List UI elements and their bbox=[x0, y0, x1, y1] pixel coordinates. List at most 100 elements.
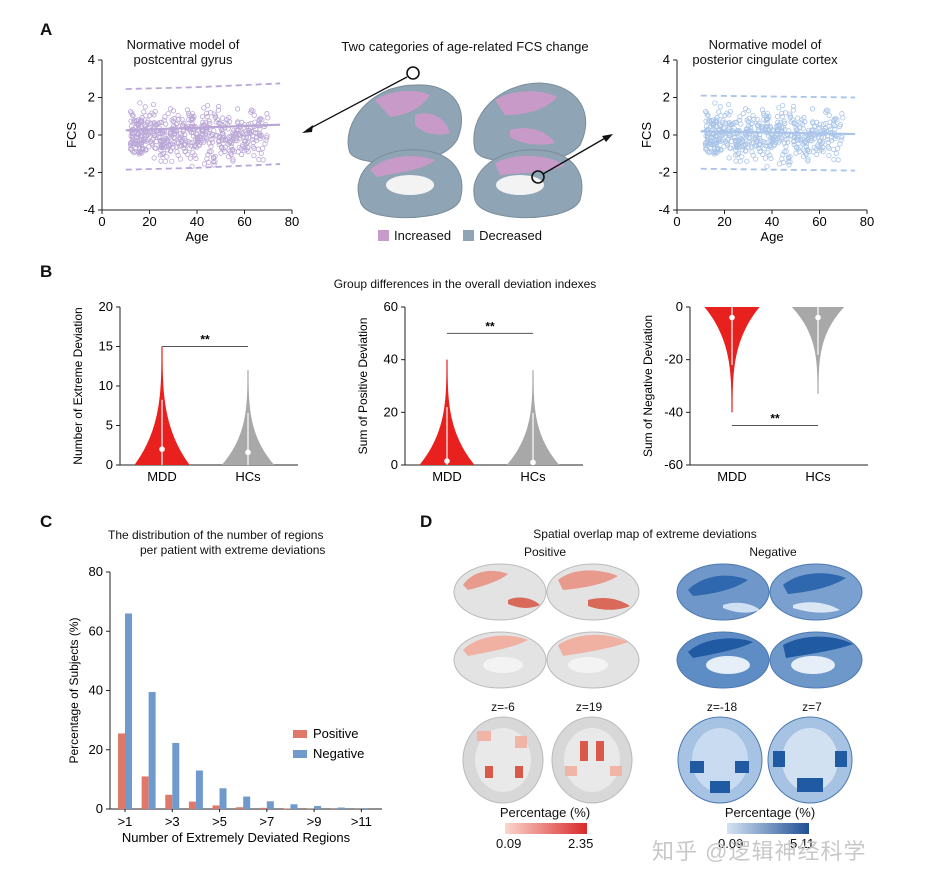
violin-median bbox=[815, 314, 821, 321]
x-tick-label: 60 bbox=[237, 214, 251, 229]
y-axis-label: Percentage of Subjects (%) bbox=[67, 617, 81, 763]
data-point bbox=[187, 155, 193, 161]
data-point bbox=[776, 139, 782, 145]
data-point bbox=[716, 109, 722, 115]
data-point bbox=[236, 131, 242, 137]
watermark: 知乎 @逻辑神经科学 bbox=[652, 839, 867, 864]
data-point bbox=[214, 132, 220, 138]
violin-median bbox=[729, 314, 735, 321]
data-point bbox=[133, 141, 139, 147]
panel-letter-c: C bbox=[40, 512, 53, 531]
positive-right-medial bbox=[546, 631, 640, 689]
data-point bbox=[780, 102, 786, 109]
data-point bbox=[734, 144, 740, 150]
legend-swatch-positive bbox=[293, 730, 307, 738]
y-tick-label: 20 bbox=[384, 404, 398, 419]
negative-label: Negative bbox=[749, 545, 797, 559]
data-point bbox=[737, 158, 743, 164]
neg-colorbar bbox=[727, 823, 809, 834]
data-point bbox=[835, 145, 841, 151]
y-axis-label: FCS bbox=[64, 122, 79, 148]
data-point bbox=[815, 142, 821, 148]
data-point bbox=[802, 119, 808, 125]
data-point bbox=[706, 118, 712, 124]
y-tick-label: 4 bbox=[663, 55, 670, 67]
data-point bbox=[743, 148, 749, 154]
data-point bbox=[251, 112, 257, 118]
data-point bbox=[260, 145, 266, 151]
legend-label-positive: Positive bbox=[313, 726, 359, 741]
data-point bbox=[195, 136, 201, 142]
data-point bbox=[229, 146, 235, 153]
brain-right-lateral bbox=[473, 82, 587, 164]
data-point bbox=[710, 134, 716, 140]
data-point bbox=[727, 124, 733, 130]
data-point bbox=[199, 131, 205, 138]
legend-label-increased: Increased bbox=[394, 227, 452, 243]
negative-right-lateral bbox=[769, 563, 863, 621]
data-point bbox=[178, 138, 185, 144]
data-point bbox=[176, 143, 182, 149]
data-point bbox=[211, 162, 217, 168]
data-point bbox=[175, 112, 181, 119]
data-point bbox=[750, 152, 756, 158]
data-point bbox=[756, 120, 762, 126]
data-point bbox=[233, 127, 240, 134]
data-point bbox=[204, 110, 210, 116]
data-point bbox=[139, 137, 145, 143]
y-tick-label: 40 bbox=[89, 683, 103, 698]
bar-positive bbox=[188, 801, 196, 809]
y-tick-label: 0 bbox=[391, 457, 398, 472]
lower-bound-line bbox=[125, 163, 281, 171]
data-point bbox=[230, 156, 236, 162]
fit-line bbox=[125, 123, 281, 132]
data-point bbox=[177, 156, 184, 162]
data-point bbox=[174, 120, 180, 126]
data-point bbox=[264, 135, 270, 141]
data-point bbox=[189, 139, 195, 146]
data-point bbox=[146, 144, 152, 150]
data-point bbox=[753, 138, 760, 144]
data-point bbox=[741, 143, 747, 149]
positive-label: Positive bbox=[523, 545, 567, 559]
data-point bbox=[193, 155, 199, 162]
data-point bbox=[818, 134, 824, 140]
data-point bbox=[780, 152, 786, 158]
x-axis-label: Age bbox=[760, 229, 783, 244]
data-point bbox=[201, 105, 207, 111]
data-point bbox=[776, 161, 783, 167]
x-tick-label: >5 bbox=[212, 814, 227, 829]
x-tick-label: 20 bbox=[142, 214, 156, 229]
lower-bound-line bbox=[700, 167, 856, 172]
data-point bbox=[159, 144, 165, 150]
data-point bbox=[164, 154, 170, 160]
data-point bbox=[189, 163, 195, 169]
y-tick-label: 40 bbox=[384, 352, 398, 367]
data-point bbox=[171, 116, 177, 122]
data-point bbox=[238, 151, 245, 158]
data-point bbox=[826, 123, 832, 130]
pos-colorbar-label: Percentage (%) bbox=[499, 805, 591, 820]
data-point bbox=[800, 141, 806, 147]
y-axis-label: Number of Extreme Deviation bbox=[71, 307, 85, 464]
data-point bbox=[774, 113, 781, 120]
data-point bbox=[820, 149, 826, 155]
data-point bbox=[129, 134, 135, 141]
x-tick-label: MDD bbox=[147, 469, 177, 484]
bar-negative bbox=[314, 806, 322, 809]
data-point bbox=[804, 146, 810, 153]
data-point bbox=[256, 130, 262, 137]
data-point bbox=[817, 122, 823, 128]
data-point bbox=[704, 112, 710, 118]
data-point bbox=[209, 139, 216, 145]
brain-left-medial bbox=[357, 149, 463, 219]
data-point bbox=[195, 139, 201, 145]
data-point bbox=[754, 123, 761, 129]
data-point bbox=[255, 146, 261, 152]
scatter-left-title-line1: Normative model of bbox=[126, 37, 240, 52]
data-point bbox=[764, 163, 770, 169]
y-tick-label: -60 bbox=[664, 457, 683, 472]
data-point bbox=[210, 154, 217, 160]
pos-colorbar-min: 0.09 bbox=[496, 836, 522, 851]
data-point bbox=[181, 120, 187, 126]
